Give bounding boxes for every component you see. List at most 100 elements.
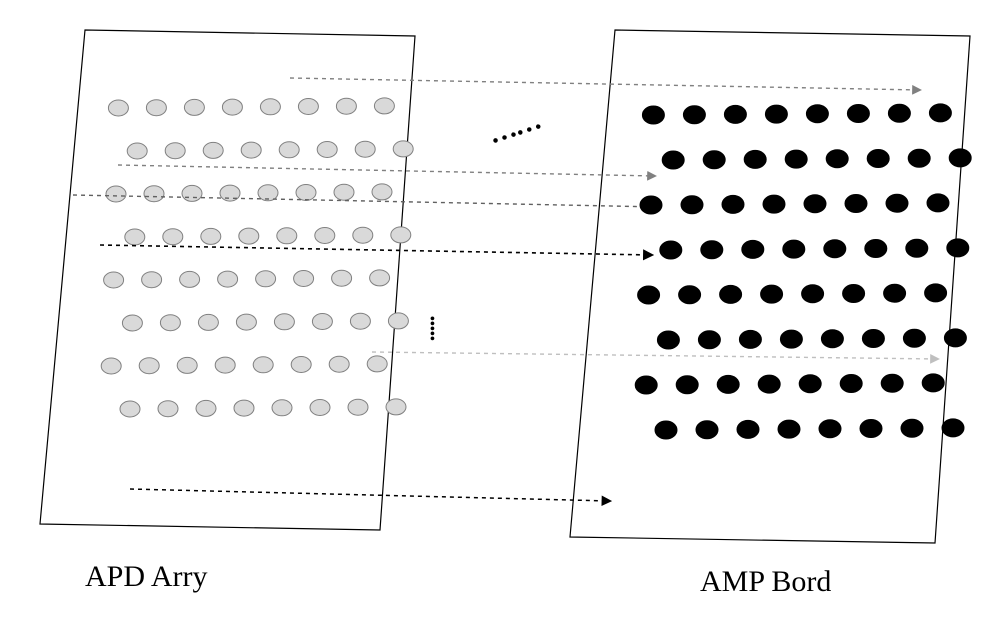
array-dot <box>277 228 297 244</box>
array-dot <box>843 285 865 303</box>
array-dot <box>679 286 701 304</box>
array-dot <box>884 284 906 302</box>
array-dot <box>819 420 841 438</box>
array-dot <box>660 241 682 259</box>
array-dot <box>804 195 826 213</box>
array-dot <box>201 228 221 244</box>
array-dot <box>635 376 657 394</box>
array-dot <box>234 400 254 416</box>
array-dot <box>104 272 124 288</box>
array-dot <box>903 329 925 347</box>
array-dot <box>165 143 185 159</box>
array-dot <box>722 195 744 213</box>
array-dot <box>294 271 314 287</box>
array-dot <box>638 286 660 304</box>
array-dot <box>160 315 180 331</box>
array-dot <box>355 141 375 157</box>
array-dot <box>158 401 178 417</box>
array-dot <box>925 284 947 302</box>
array-dot <box>642 106 664 124</box>
array-dot <box>942 419 964 437</box>
array-dot <box>142 272 162 288</box>
ellipsis-vertical: ••••• <box>430 318 435 342</box>
diagram-canvas <box>0 0 1000 633</box>
array-dot <box>826 150 848 168</box>
array-dot <box>198 314 218 330</box>
array-dot <box>806 105 828 123</box>
array-dot <box>717 375 739 393</box>
array-dot <box>256 271 276 287</box>
array-dot <box>676 376 698 394</box>
array-dot <box>737 420 759 438</box>
array-dot <box>182 185 202 201</box>
array-dot <box>802 285 824 303</box>
array-dot <box>236 314 256 330</box>
array-dot <box>744 150 766 168</box>
array-dot <box>742 240 764 258</box>
array-dot <box>336 98 356 114</box>
array-dot <box>127 143 147 159</box>
label-left: APD Arry <box>85 560 208 594</box>
array-dot <box>332 270 352 286</box>
array-dot <box>696 421 718 439</box>
array-dot <box>860 420 882 438</box>
array-dot <box>886 194 908 212</box>
label-right: AMP Bord <box>700 565 831 599</box>
array-dot <box>101 358 121 374</box>
array-dot <box>315 228 335 244</box>
array-dot <box>865 240 887 258</box>
array-dot <box>799 375 821 393</box>
array-dot <box>279 142 299 158</box>
array-dot <box>177 357 197 373</box>
array-dot <box>906 239 928 257</box>
array-dot <box>372 184 392 200</box>
array-dot <box>862 330 884 348</box>
array-dot <box>272 400 292 416</box>
array-dot <box>703 151 725 169</box>
array-dot <box>655 421 677 439</box>
array-dot <box>758 375 780 393</box>
array-dot <box>927 194 949 212</box>
array-dot <box>196 400 216 416</box>
array-dot <box>106 186 126 202</box>
array-dot <box>218 271 238 287</box>
array-dot <box>367 356 387 372</box>
array-dot <box>203 142 223 158</box>
array-dot <box>640 196 662 214</box>
array-dot <box>681 196 703 214</box>
array-dot <box>657 331 679 349</box>
array-dot <box>260 99 280 115</box>
array-dot <box>821 330 843 348</box>
array-dot <box>391 227 411 243</box>
array-dot <box>778 420 800 438</box>
array-dot <box>348 399 368 415</box>
array-dot <box>370 270 390 286</box>
array-dot <box>317 142 337 158</box>
array-dot <box>908 149 930 167</box>
array-dot <box>253 357 273 373</box>
array-dot <box>291 357 311 373</box>
array-dot <box>388 313 408 329</box>
array-dot <box>922 374 944 392</box>
array-dot <box>220 185 240 201</box>
array-dot <box>146 100 166 116</box>
array-dot <box>949 149 971 167</box>
array-dot <box>215 357 235 373</box>
array-dot <box>353 227 373 243</box>
array-dot <box>139 358 159 374</box>
array-dot <box>683 106 705 124</box>
array-dot <box>761 285 783 303</box>
array-dot <box>780 330 802 348</box>
array-dot <box>393 141 413 157</box>
array-dot <box>929 104 951 122</box>
array-dot <box>180 271 200 287</box>
array-dot <box>144 186 164 202</box>
array-dot <box>840 375 862 393</box>
array-dot <box>312 314 332 330</box>
array-dot <box>239 228 259 244</box>
array-dot <box>701 241 723 259</box>
array-dot <box>374 98 394 114</box>
array-dot <box>845 195 867 213</box>
array-dot <box>881 374 903 392</box>
array-dot <box>310 400 330 416</box>
